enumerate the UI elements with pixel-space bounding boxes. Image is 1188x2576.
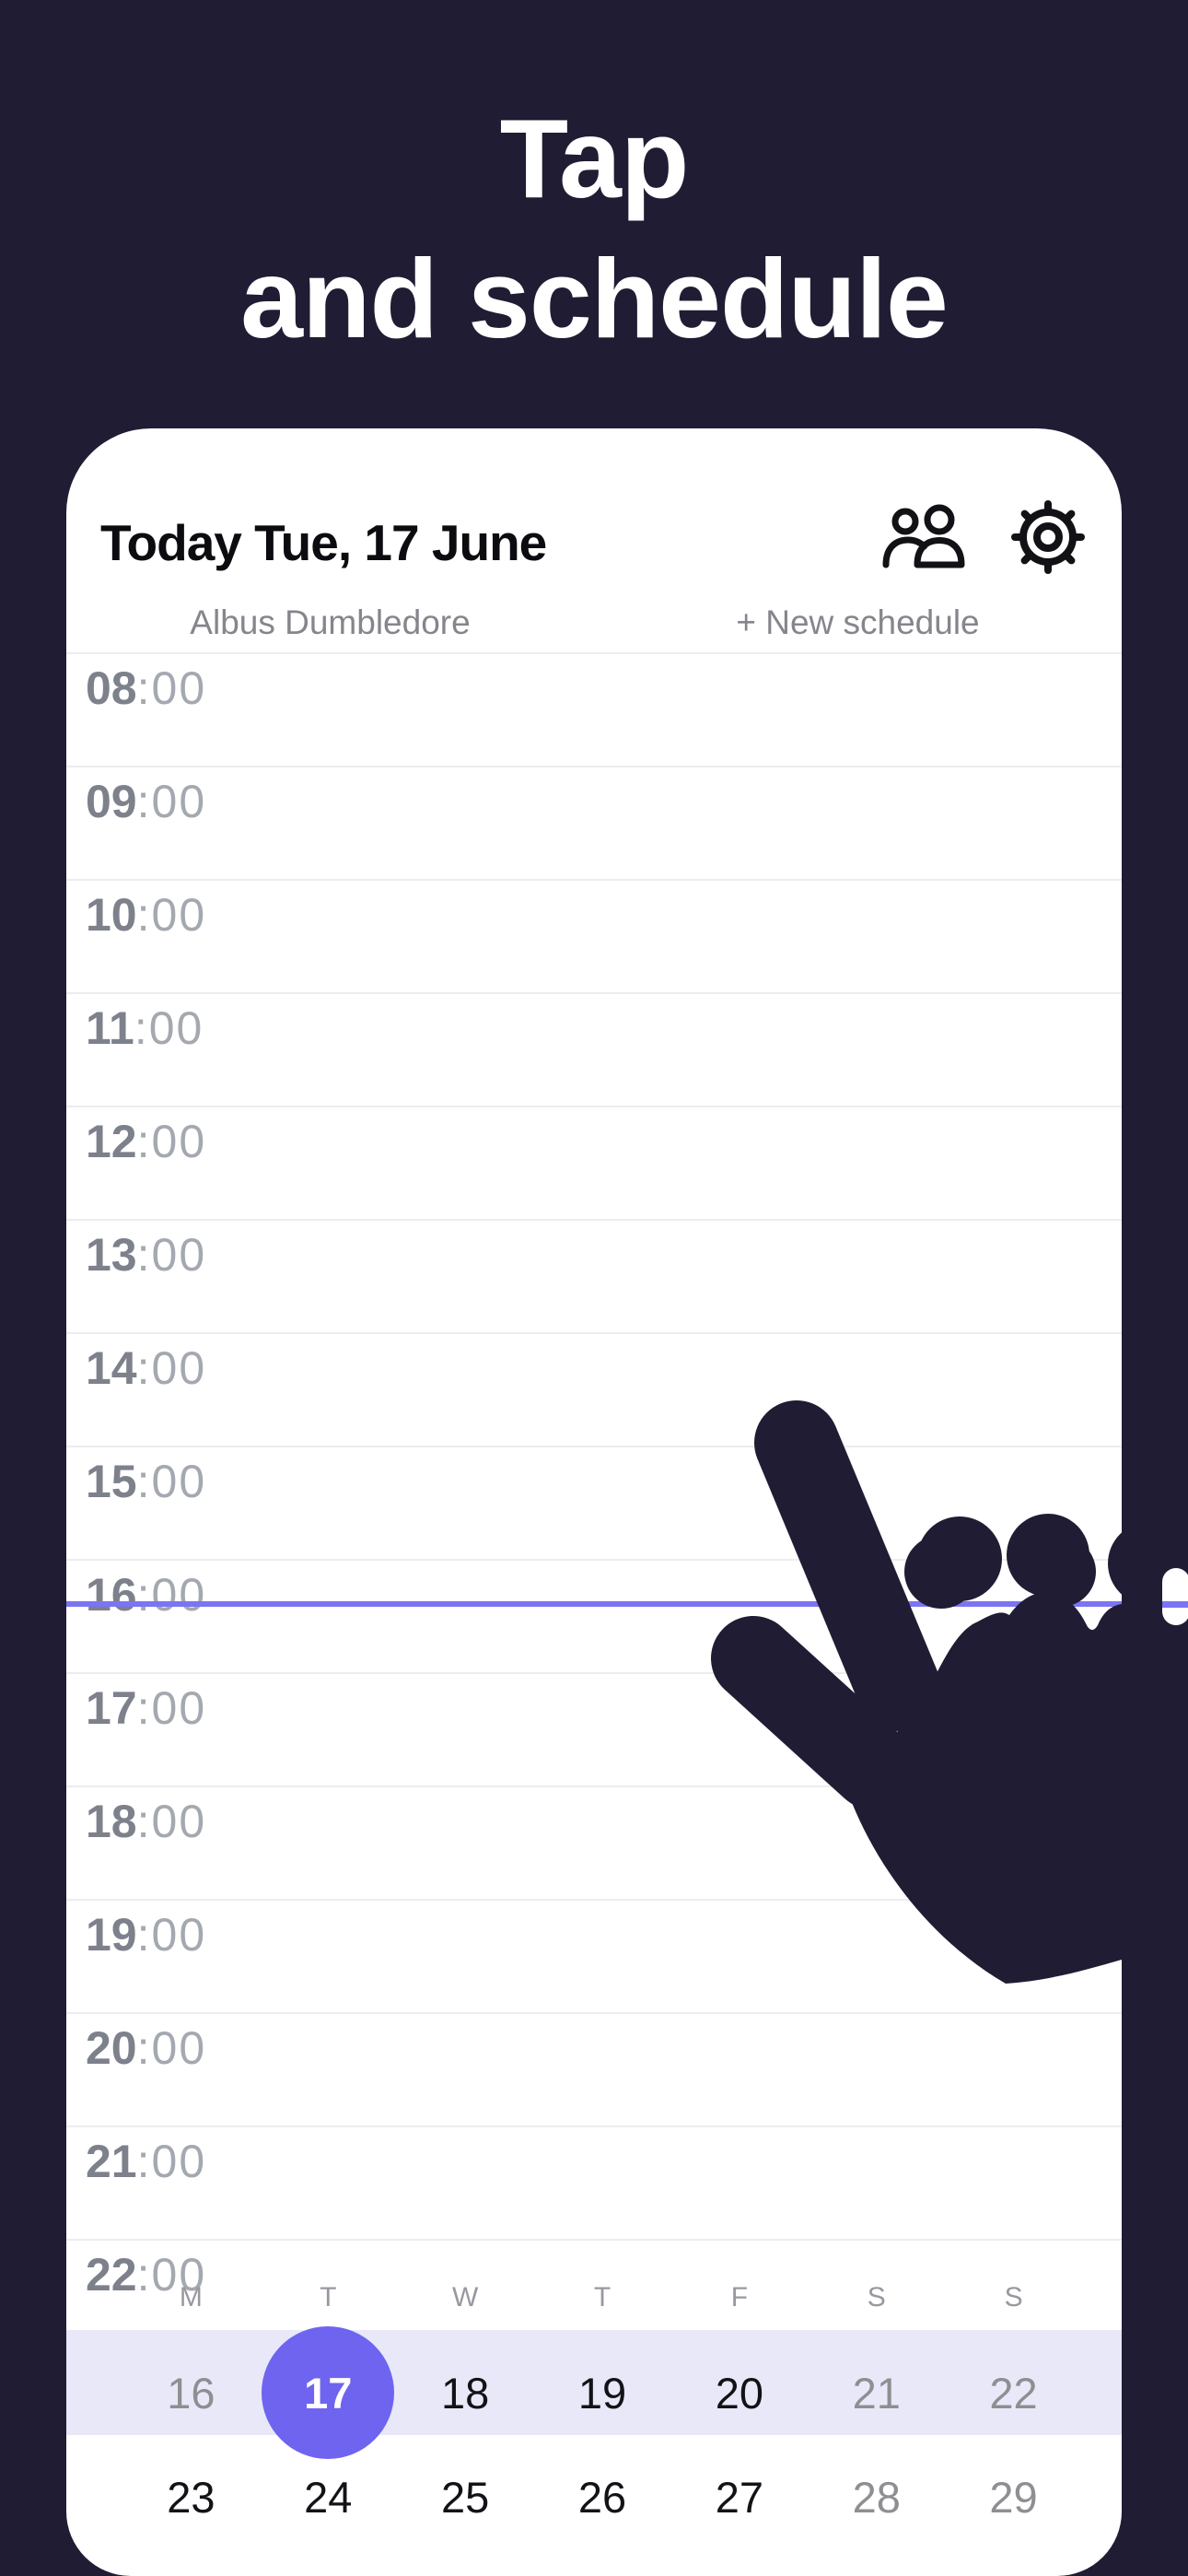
day-19[interactable]: 19 bbox=[577, 2368, 627, 2418]
tapping-hand-cursor bbox=[711, 1382, 1188, 1999]
weekday-label: S bbox=[1004, 2282, 1023, 2313]
weekday-label: S bbox=[867, 2282, 886, 2313]
hour-row-13[interactable]: 13:00 bbox=[66, 1219, 1122, 1332]
weekday-label: T bbox=[320, 2282, 337, 2313]
day-24[interactable]: 24 bbox=[304, 2472, 353, 2522]
hour-row-17[interactable]: 17:00 bbox=[66, 1672, 1122, 1786]
hour-row-11[interactable]: 11:00 bbox=[66, 992, 1122, 1106]
selected-week-highlight bbox=[66, 2330, 1122, 2435]
selected-day-circle: 17 bbox=[262, 2326, 395, 2459]
day-26[interactable]: 26 bbox=[577, 2472, 627, 2522]
current-time-indicator bbox=[66, 1601, 1122, 1607]
day-25[interactable]: 25 bbox=[440, 2472, 490, 2522]
day-29[interactable]: 29 bbox=[989, 2472, 1038, 2522]
day-21[interactable]: 21 bbox=[852, 2368, 901, 2418]
weekday-header-row: M T W T F S S bbox=[66, 2275, 1122, 2326]
weekday-label: W bbox=[451, 2282, 479, 2313]
day-27[interactable]: 27 bbox=[715, 2472, 763, 2522]
calendar-app-card: Today Tue, 17 June bbox=[66, 428, 1122, 2576]
tab-person-schedule[interactable]: Albus Dumbledore bbox=[190, 603, 471, 641]
week-row-next: 23 24 25 26 27 28 29 bbox=[66, 2444, 1122, 2549]
new-schedule-button[interactable]: + New schedule bbox=[736, 603, 980, 641]
day-23[interactable]: 23 bbox=[167, 2472, 215, 2522]
hour-row-10[interactable]: 10:00 bbox=[66, 879, 1122, 992]
people-icon[interactable] bbox=[880, 504, 973, 578]
day-28[interactable]: 28 bbox=[852, 2472, 901, 2522]
hour-row-19[interactable]: 19:00 bbox=[66, 1899, 1122, 2012]
hour-row-20[interactable]: 20:00 bbox=[66, 2012, 1122, 2125]
hour-row-15[interactable]: 15:00 bbox=[66, 1446, 1122, 1559]
hour-row-22[interactable]: 22:00 bbox=[66, 2239, 1122, 2352]
date-title: Today Tue, 17 June bbox=[100, 514, 547, 571]
promo-headline-line1: Tap bbox=[499, 96, 690, 221]
mini-month-calendar: M T W T F S S 16 17 18 19 20 21 22 23 24 bbox=[66, 2275, 1122, 2549]
weekday-label: M bbox=[179, 2282, 203, 2313]
weekday-label: F bbox=[730, 2282, 749, 2313]
day-18[interactable]: 18 bbox=[440, 2368, 490, 2418]
app-header: Today Tue, 17 June bbox=[66, 428, 1122, 594]
hour-row-14[interactable]: 14:00 bbox=[66, 1332, 1122, 1446]
schedule-tabs: Albus Dumbledore + New schedule bbox=[66, 600, 1122, 651]
settings-gear-icon[interactable] bbox=[1007, 497, 1089, 578]
week-row-current: 16 17 18 19 20 21 22 bbox=[66, 2326, 1122, 2459]
day-17-selected[interactable]: 17 bbox=[260, 2326, 397, 2459]
day-20[interactable]: 20 bbox=[715, 2368, 763, 2418]
hour-row-08[interactable]: 08:00 bbox=[66, 652, 1122, 766]
promo-headline: Tap and schedule bbox=[0, 88, 1188, 369]
hour-row-09[interactable]: 09:00 bbox=[66, 766, 1122, 879]
weekday-label: T bbox=[593, 2282, 611, 2313]
hand-asset-white-gap-artifact bbox=[1162, 1568, 1188, 1625]
hour-row-16[interactable]: 16:00 bbox=[66, 1559, 1122, 1672]
hour-row-21[interactable]: 21:00 bbox=[66, 2125, 1122, 2239]
day-16[interactable]: 16 bbox=[167, 2368, 215, 2418]
promo-headline-line2: and schedule bbox=[240, 236, 949, 361]
hour-row-18[interactable]: 18:00 bbox=[66, 1786, 1122, 1899]
day-22[interactable]: 22 bbox=[989, 2368, 1038, 2418]
hour-row-12[interactable]: 12:00 bbox=[66, 1106, 1122, 1219]
